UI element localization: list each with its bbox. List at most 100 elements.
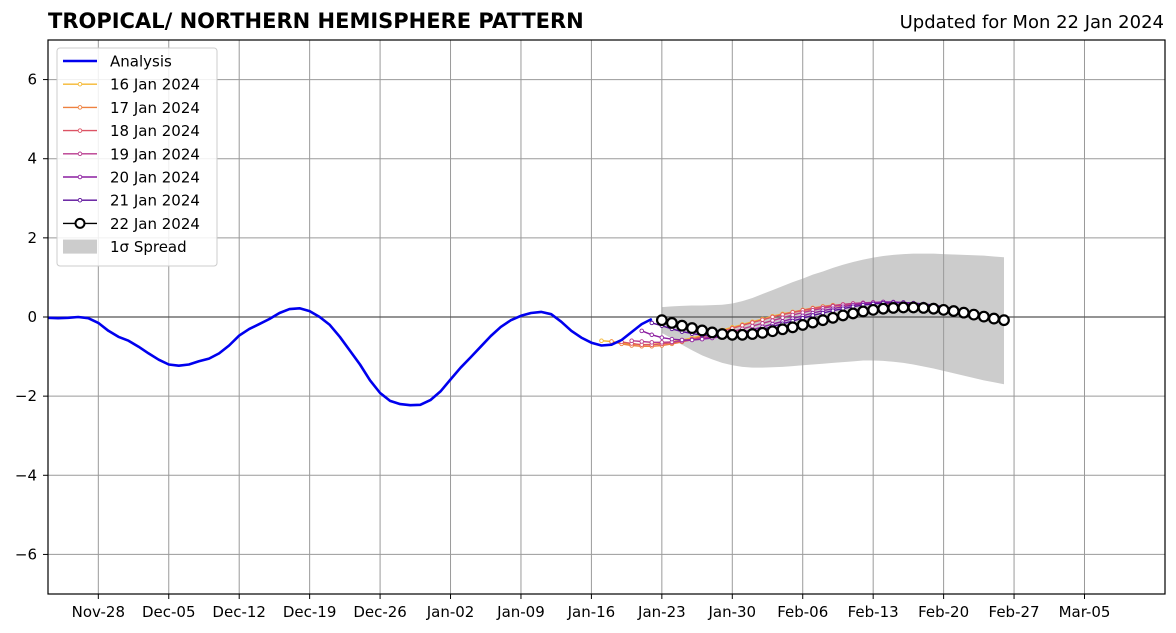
latest-forecast-point <box>947 305 960 317</box>
forecast-point <box>770 314 775 320</box>
latest-forecast-point <box>907 301 920 314</box>
x-tick-label: Jan-23 <box>637 603 686 621</box>
latest-forecast-point <box>666 317 678 329</box>
latest-forecast-point <box>927 302 940 315</box>
latest-forecast-point <box>655 314 668 327</box>
latest-forecast-point <box>988 312 1000 325</box>
forecast-point <box>679 337 685 343</box>
latest-forecast-point <box>857 305 870 318</box>
latest-forecast-point <box>957 306 970 319</box>
forecast-point <box>649 340 655 345</box>
x-tick-label: Dec-26 <box>353 603 407 621</box>
x-tick-label: Dec-05 <box>142 603 196 621</box>
series-layer <box>47 299 1010 407</box>
y-tick-label: −6 <box>15 545 37 563</box>
latest-forecast-point <box>696 324 708 337</box>
forecast-point <box>639 339 644 344</box>
latest-forecast-point <box>776 323 789 336</box>
x-tick-label: Nov-28 <box>72 603 125 621</box>
latest-forecast-point <box>967 308 980 321</box>
y-tick-label: −4 <box>15 466 37 484</box>
latest-forecast-point <box>847 307 859 320</box>
legend-swatch-marker <box>77 197 83 203</box>
forecast-point <box>599 338 604 343</box>
latest-forecast-point <box>977 310 990 323</box>
latest-forecast-point <box>897 301 910 314</box>
forecast-point <box>649 320 655 326</box>
latest-forecast-point <box>937 303 950 316</box>
x-tick-label: Feb-27 <box>989 603 1040 621</box>
updated-label: Updated for Mon 22 Jan 2024 <box>899 12 1164 33</box>
forecast-point <box>659 335 665 340</box>
forecast-point <box>699 336 705 342</box>
forecast-point <box>750 323 755 329</box>
x-tick-label: Dec-12 <box>212 603 266 621</box>
forecast-point <box>649 332 655 338</box>
legend-swatch-marker <box>74 217 86 229</box>
y-tick-label: −2 <box>15 387 37 405</box>
latest-forecast-point <box>837 309 849 322</box>
legend-label: Analysis <box>110 53 172 71</box>
x-tick-label: Feb-13 <box>848 603 899 621</box>
legend-label: 18 Jan 2024 <box>110 122 200 140</box>
latest-forecast-point <box>867 303 880 316</box>
y-tick-label: 6 <box>27 71 37 89</box>
latest-forecast-point <box>816 314 829 327</box>
legend: Analysis 16 Jan 2024 17 Jan 2024 18 Jan 202… <box>56 47 218 267</box>
x-tick-label: Jan-16 <box>567 603 616 621</box>
x-tick-label: Dec-19 <box>283 603 337 621</box>
legend-label: 20 Jan 2024 <box>110 169 200 187</box>
latest-forecast-point <box>726 328 739 341</box>
latest-forecast-point <box>756 326 769 339</box>
latest-forecast-point <box>877 302 890 315</box>
forecast-point <box>790 312 795 318</box>
forecast-point <box>629 338 634 343</box>
chart-title: TROPICAL/ NORTHERN HEMISPHERE PATTERN <box>48 9 584 33</box>
legend-swatch-marker <box>77 105 83 110</box>
y-tick-label: 2 <box>27 229 37 247</box>
latest-forecast-point <box>686 322 698 334</box>
latest-forecast-point <box>766 325 779 338</box>
analysis-line <box>47 307 653 407</box>
legend-label: 16 Jan 2024 <box>110 76 200 94</box>
latest-forecast-point <box>746 328 759 340</box>
forecast-point <box>770 318 775 323</box>
latest-forecast-point <box>736 328 749 341</box>
legend-swatch-marker <box>77 174 83 180</box>
forecast-point <box>639 328 644 334</box>
forecast-point <box>740 323 745 328</box>
x-tick-label: Mar-05 <box>1059 603 1111 621</box>
forecast-point <box>669 336 675 342</box>
legend-label: 21 Jan 2024 <box>110 192 200 210</box>
x-tick-label: Feb-06 <box>777 603 828 621</box>
legend-label: 17 Jan 2024 <box>110 99 200 117</box>
axes-layer: Nov-28 Dec-05 Dec-12 Dec-19 Dec-26 Jan-02 Jan-… <box>15 39 1166 621</box>
legend-label: 1σ Spread <box>110 238 187 256</box>
latest-forecast-point <box>998 314 1010 327</box>
legend-label: 22 Jan 2024 <box>110 215 200 233</box>
forecast-point <box>750 320 755 325</box>
legend-label: 19 Jan 2024 <box>110 145 200 163</box>
x-tick-label: Feb-20 <box>918 603 969 621</box>
latest-forecast-point <box>917 301 930 314</box>
latest-forecast-point <box>827 311 839 324</box>
latest-forecast-point <box>676 319 688 332</box>
y-tick-label: 4 <box>27 150 37 168</box>
forecast-point <box>659 340 665 345</box>
legend-swatch-marker <box>77 128 83 133</box>
latest-forecast-point <box>786 321 799 334</box>
latest-forecast-point <box>706 326 719 339</box>
forecast-point <box>760 321 765 326</box>
legend-swatch-marker <box>77 81 83 87</box>
legend-swatch-spread <box>63 239 97 254</box>
legend-box <box>56 47 218 267</box>
x-tick-label: Jan-09 <box>496 603 545 621</box>
latest-forecast-point <box>806 316 819 329</box>
forecast-point <box>689 337 695 343</box>
latest-forecast-point <box>796 319 809 331</box>
y-tick-label: 0 <box>27 308 37 326</box>
forecast-point <box>760 317 765 323</box>
legend-swatch-marker <box>77 151 83 157</box>
forecast-point <box>780 315 785 321</box>
